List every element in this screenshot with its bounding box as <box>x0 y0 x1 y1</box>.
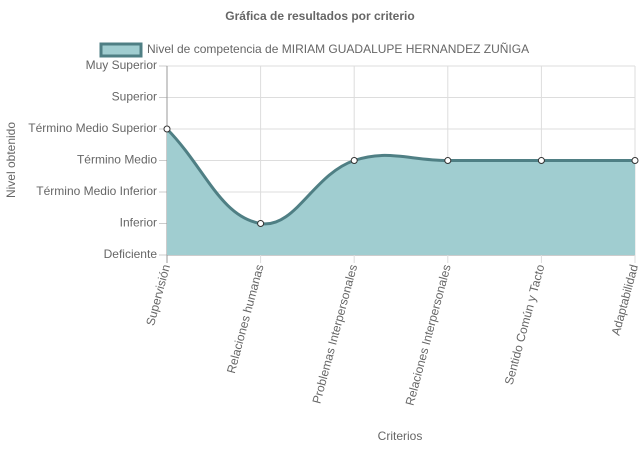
y-tick-label: Muy Superior <box>86 58 157 72</box>
x-tick-label: Relaciones humanas <box>224 263 267 375</box>
point <box>257 220 265 227</box>
x-tick-label: Adaptabilidad <box>609 263 639 337</box>
y-tick-label: Deficiente <box>104 247 158 261</box>
x-tick-label: Problemas Interpersonales <box>310 263 361 405</box>
x-axis-title: Criterios <box>378 429 423 443</box>
legend-swatch <box>99 42 143 58</box>
x-tick-label: Relaciones Interpersonales <box>403 263 454 407</box>
point <box>631 157 639 164</box>
y-tick-label: Inferior <box>120 216 157 230</box>
y-tick-label: Término Medio Superior <box>28 121 157 135</box>
y-tick-label: Término Medio Inferior <box>36 184 157 198</box>
point <box>444 157 452 164</box>
x-tick-label: Sentido Común y Tacto <box>502 263 548 387</box>
y-tick-label: Superior <box>112 90 157 104</box>
point <box>537 157 545 164</box>
x-tick-label: Supervisión <box>143 263 173 327</box>
point <box>350 157 358 164</box>
point <box>163 125 171 133</box>
chart-title: Gráfica de resultados por criterio <box>225 9 414 23</box>
legend-label: Nivel de competencia de MIRIAM GUADALUPE… <box>147 42 529 56</box>
y-tick-label: Término Medio <box>77 153 157 167</box>
y-axis-title: Nivel obtenido <box>4 122 18 198</box>
